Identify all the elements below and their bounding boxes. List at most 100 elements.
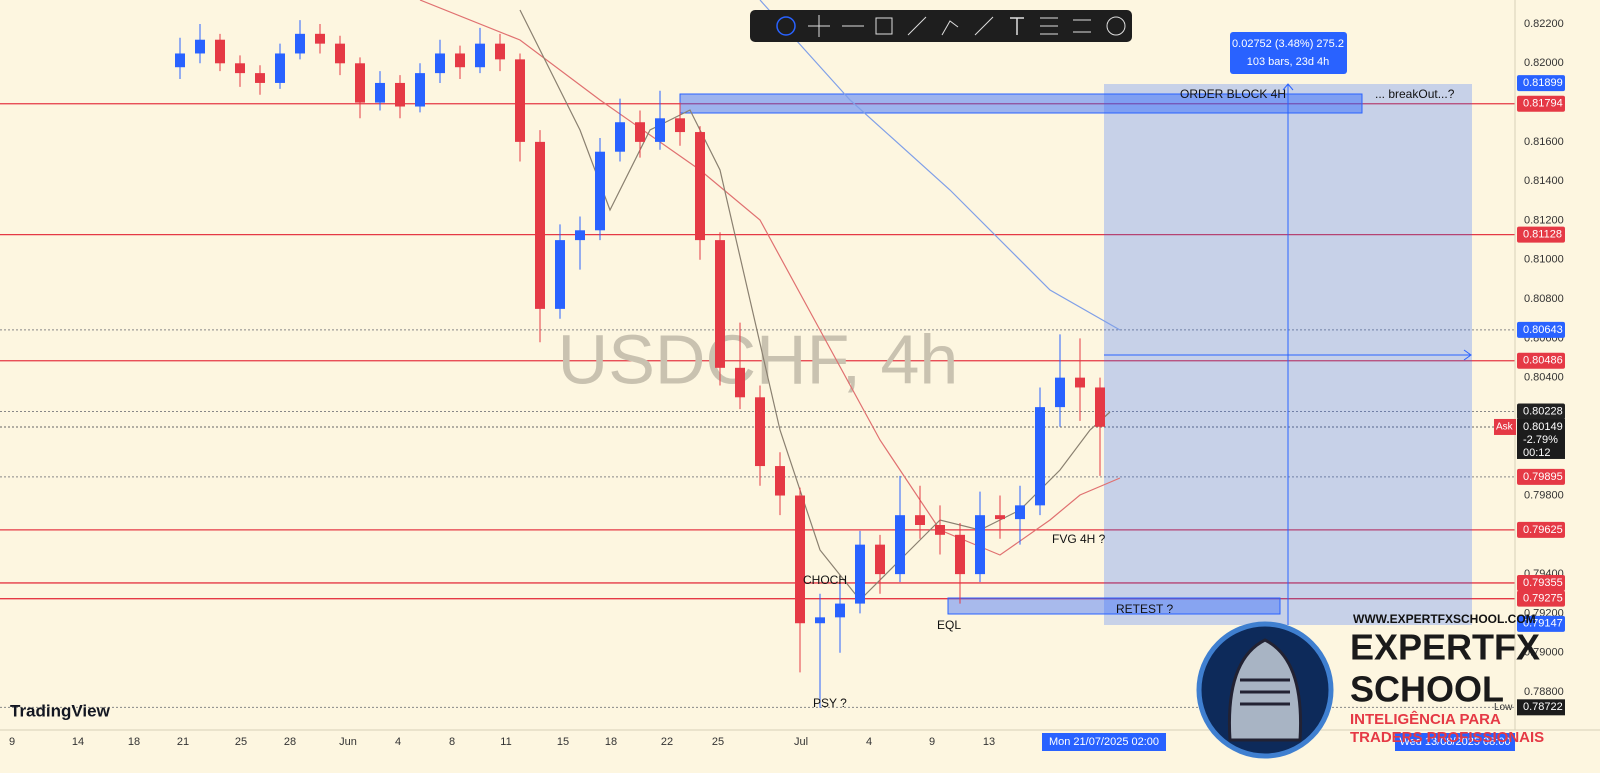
candle-body xyxy=(995,515,1005,520)
tool-cursor[interactable] xyxy=(776,16,796,36)
toolbar-bg xyxy=(750,10,1132,42)
price-badge xyxy=(1517,521,1565,538)
candle-body xyxy=(515,59,525,142)
time-label: 25 xyxy=(235,736,247,748)
candle-body xyxy=(355,63,365,103)
candle-body xyxy=(895,515,905,575)
candle-body xyxy=(775,466,785,496)
logo-name: EXPERTFX xyxy=(1350,627,1540,668)
candle-body xyxy=(935,524,945,535)
price-tick: 0.79800 xyxy=(1524,489,1564,501)
time-label: 11 xyxy=(500,736,511,748)
price-badge xyxy=(1517,321,1565,338)
tool-text[interactable] xyxy=(1010,17,1024,35)
ask-row: 0.80149 xyxy=(1523,421,1563,433)
candle-body xyxy=(215,39,225,64)
price-badge-label: 0.81794 xyxy=(1523,98,1563,110)
candles xyxy=(175,20,1105,708)
tool-rect[interactable] xyxy=(875,17,893,35)
end-date-bg xyxy=(1395,733,1515,751)
retest-zone xyxy=(947,597,1281,615)
tool-brush[interactable] xyxy=(941,20,959,36)
candle-body xyxy=(175,53,185,68)
candle-body xyxy=(415,73,425,107)
annotation: PSY ? xyxy=(813,696,847,710)
annotation: ... breakOut...? xyxy=(1375,87,1455,101)
low-label: 0.78722 xyxy=(1523,701,1563,713)
time-label: 28 xyxy=(284,736,296,748)
low-tag: Low xyxy=(1494,702,1513,713)
candle-body xyxy=(655,118,665,142)
price-badge-label: 0.79355 xyxy=(1523,577,1563,589)
candle-body xyxy=(1015,505,1025,520)
price-tick: 0.81400 xyxy=(1524,175,1564,187)
candle-body xyxy=(795,495,805,624)
price-badge xyxy=(1517,352,1565,369)
tool-settings[interactable] xyxy=(1106,16,1126,36)
logo-visor xyxy=(1240,678,1290,706)
price-badge-label: 0.80643 xyxy=(1523,324,1563,336)
candle-body xyxy=(255,73,265,83)
measure-text: 0.02752 (3.48%) 275.2 xyxy=(1232,38,1344,50)
candle-body xyxy=(555,240,565,309)
price-badge xyxy=(1517,403,1565,420)
candle-body xyxy=(815,617,825,624)
time-label: 4 xyxy=(866,736,872,748)
candle-body xyxy=(495,43,505,60)
candle-body xyxy=(575,230,585,241)
logo-url: WWW.EXPERTFXSCHOOL.COM xyxy=(1353,612,1536,626)
arrow-head xyxy=(1463,349,1472,361)
candle-body xyxy=(595,151,605,231)
price-badge xyxy=(1517,75,1565,92)
candle-body xyxy=(735,367,745,398)
candle-body xyxy=(235,63,245,74)
price-tick: 0.82000 xyxy=(1524,57,1564,69)
candle-body xyxy=(755,397,765,467)
time-label: Jun xyxy=(339,736,357,748)
tool-trend[interactable] xyxy=(907,16,927,36)
logo-helmet xyxy=(1227,638,1303,742)
annotation: ORDER BLOCK 4H xyxy=(1180,87,1286,101)
cursor-date: Mon 21/07/2025 02:00 xyxy=(1049,736,1159,748)
price-axis xyxy=(1515,0,1600,768)
time-label: 18 xyxy=(605,736,617,748)
candle-body xyxy=(615,122,625,152)
tool-fib[interactable] xyxy=(1040,17,1058,35)
price-badge-label: 0.81128 xyxy=(1523,229,1562,241)
candle-body xyxy=(675,118,685,133)
price-badge xyxy=(1517,468,1565,485)
time-label: 21 xyxy=(177,736,189,748)
price-badge xyxy=(1517,95,1565,112)
annotation: RETEST ? xyxy=(1116,602,1173,616)
candle-body xyxy=(855,544,865,604)
toolbar xyxy=(750,10,1132,42)
logo-name: SCHOOL xyxy=(1350,669,1504,710)
candle-body xyxy=(635,122,645,142)
tool-line[interactable] xyxy=(974,16,994,36)
tool-range[interactable] xyxy=(1073,19,1091,33)
price-tick: 0.81000 xyxy=(1524,254,1564,266)
brand: TradingView xyxy=(10,701,111,720)
candle-body xyxy=(475,43,485,68)
time-labels: 9 14 18 21 25 28 Jun 4 8 11 15 18 22 25 Jul 4 9 13 xyxy=(9,736,995,748)
annotation: EQL xyxy=(937,618,961,632)
logo: WWW.EXPERTFXSCHOOL.COM EXPERTFX SCHOOL I… xyxy=(1196,612,1544,759)
ma-fast xyxy=(519,9,1111,601)
price-tick: 0.81600 xyxy=(1524,136,1564,148)
price-tick: 0.79000 xyxy=(1524,647,1564,659)
tool-crosshair[interactable] xyxy=(808,15,830,37)
price-badge xyxy=(1517,574,1565,591)
candle-body xyxy=(455,53,465,68)
candle-body xyxy=(395,82,405,107)
annotations: ORDER BLOCK 4H ... breakOut...? FVG 4H ?… xyxy=(803,87,1455,710)
ask-row: -2.79% xyxy=(1523,434,1558,446)
price-badge-label: 0.80228 xyxy=(1523,405,1563,417)
time-label: 4 xyxy=(395,736,401,748)
annotation: FVG 4H ? xyxy=(1052,532,1106,546)
candle-body xyxy=(1075,377,1085,388)
time-label: 13 xyxy=(983,736,995,748)
ask-badge xyxy=(1517,418,1565,459)
candle-body xyxy=(715,240,725,368)
